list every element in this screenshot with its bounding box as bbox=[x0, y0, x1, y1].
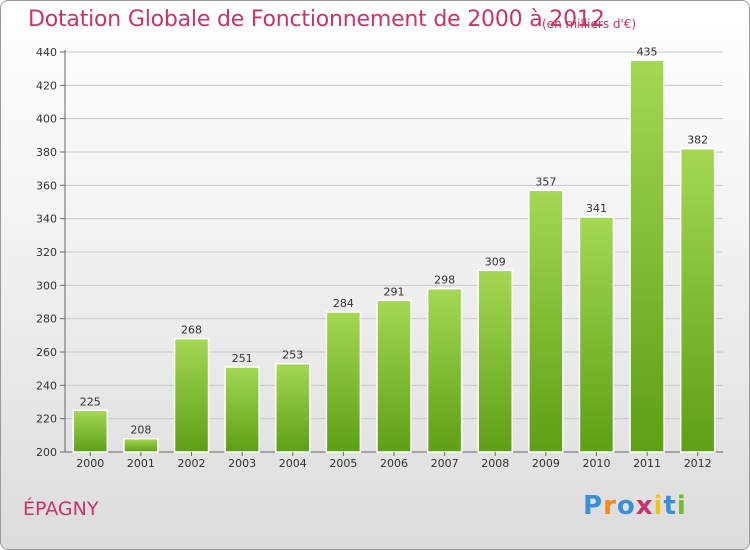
bar-2004 bbox=[275, 362, 311, 453]
x-tick-label-2003: 2003 bbox=[228, 457, 256, 470]
value-label-2008: 309 bbox=[485, 255, 506, 268]
value-label-2001: 208 bbox=[130, 424, 151, 437]
y-tick-label: 380 bbox=[36, 146, 57, 159]
x-tick-label-2007: 2007 bbox=[431, 457, 459, 470]
logo-letter: r bbox=[603, 491, 617, 521]
unit-label: (en milliers d'€) bbox=[542, 17, 637, 31]
logo-letter: t bbox=[663, 491, 677, 521]
y-tick-label: 440 bbox=[36, 46, 57, 59]
x-tick-label-2011: 2011 bbox=[633, 457, 661, 470]
chart-title: Dotation Globale de Fonctionnement de 20… bbox=[28, 7, 605, 32]
y-tick-label: 300 bbox=[36, 279, 57, 292]
value-label-2004: 253 bbox=[282, 349, 303, 362]
value-label-2012: 382 bbox=[687, 134, 708, 147]
y-tick-label: 360 bbox=[36, 179, 57, 192]
value-label-2005: 284 bbox=[333, 297, 354, 310]
value-label-2006: 291 bbox=[384, 285, 405, 298]
y-tick-label: 420 bbox=[36, 79, 57, 92]
value-label-2002: 268 bbox=[181, 324, 202, 337]
bar-2008 bbox=[477, 269, 513, 453]
y-tick-label: 220 bbox=[36, 413, 57, 426]
value-label-2009: 357 bbox=[535, 175, 556, 188]
x-tick-label-2008: 2008 bbox=[481, 457, 509, 470]
value-label-2010: 341 bbox=[586, 202, 607, 215]
bar-2005 bbox=[325, 311, 362, 453]
logo-letter: P bbox=[583, 491, 604, 521]
x-tick-label-2002: 2002 bbox=[178, 457, 206, 470]
bar-2003 bbox=[224, 366, 260, 453]
value-label-2011: 435 bbox=[637, 45, 658, 58]
value-label-2007: 298 bbox=[434, 274, 455, 287]
bar-2009 bbox=[528, 189, 564, 453]
value-label-2000: 225 bbox=[80, 395, 101, 408]
bar-2006 bbox=[376, 299, 412, 453]
x-tick-label-2005: 2005 bbox=[329, 457, 357, 470]
x-tick-label-2000: 2000 bbox=[76, 457, 104, 470]
y-tick-label: 320 bbox=[36, 246, 57, 259]
bar-2002 bbox=[173, 337, 210, 453]
logo-letter: o bbox=[616, 491, 636, 521]
x-tick-label-2001: 2001 bbox=[127, 457, 155, 470]
x-tick-label-2010: 2010 bbox=[582, 457, 610, 470]
y-tick-label: 200 bbox=[36, 446, 57, 459]
bar-2011 bbox=[629, 59, 665, 453]
y-tick-label: 260 bbox=[36, 346, 57, 359]
proxiti-logo: Proxiti bbox=[583, 491, 687, 521]
y-tick-label: 400 bbox=[36, 113, 57, 126]
y-tick-label: 280 bbox=[36, 313, 57, 326]
logo-letter: i bbox=[653, 491, 664, 521]
bar-2007 bbox=[426, 287, 463, 453]
x-tick-label-2012: 2012 bbox=[684, 457, 712, 470]
location-name: ÉPAGNY bbox=[23, 498, 99, 520]
bar-2012 bbox=[679, 147, 716, 453]
x-tick-label-2004: 2004 bbox=[279, 457, 307, 470]
x-tick-label-2009: 2009 bbox=[532, 457, 560, 470]
bar-2010 bbox=[578, 216, 615, 453]
logo-letter: i bbox=[676, 491, 687, 521]
value-label-2003: 251 bbox=[232, 352, 253, 365]
y-tick-label: 340 bbox=[36, 213, 57, 226]
x-tick-label-2006: 2006 bbox=[380, 457, 408, 470]
logo-letter: x bbox=[635, 491, 654, 521]
y-tick-label: 240 bbox=[36, 379, 57, 392]
bar-2000 bbox=[72, 409, 109, 453]
bar-2001 bbox=[123, 437, 159, 453]
